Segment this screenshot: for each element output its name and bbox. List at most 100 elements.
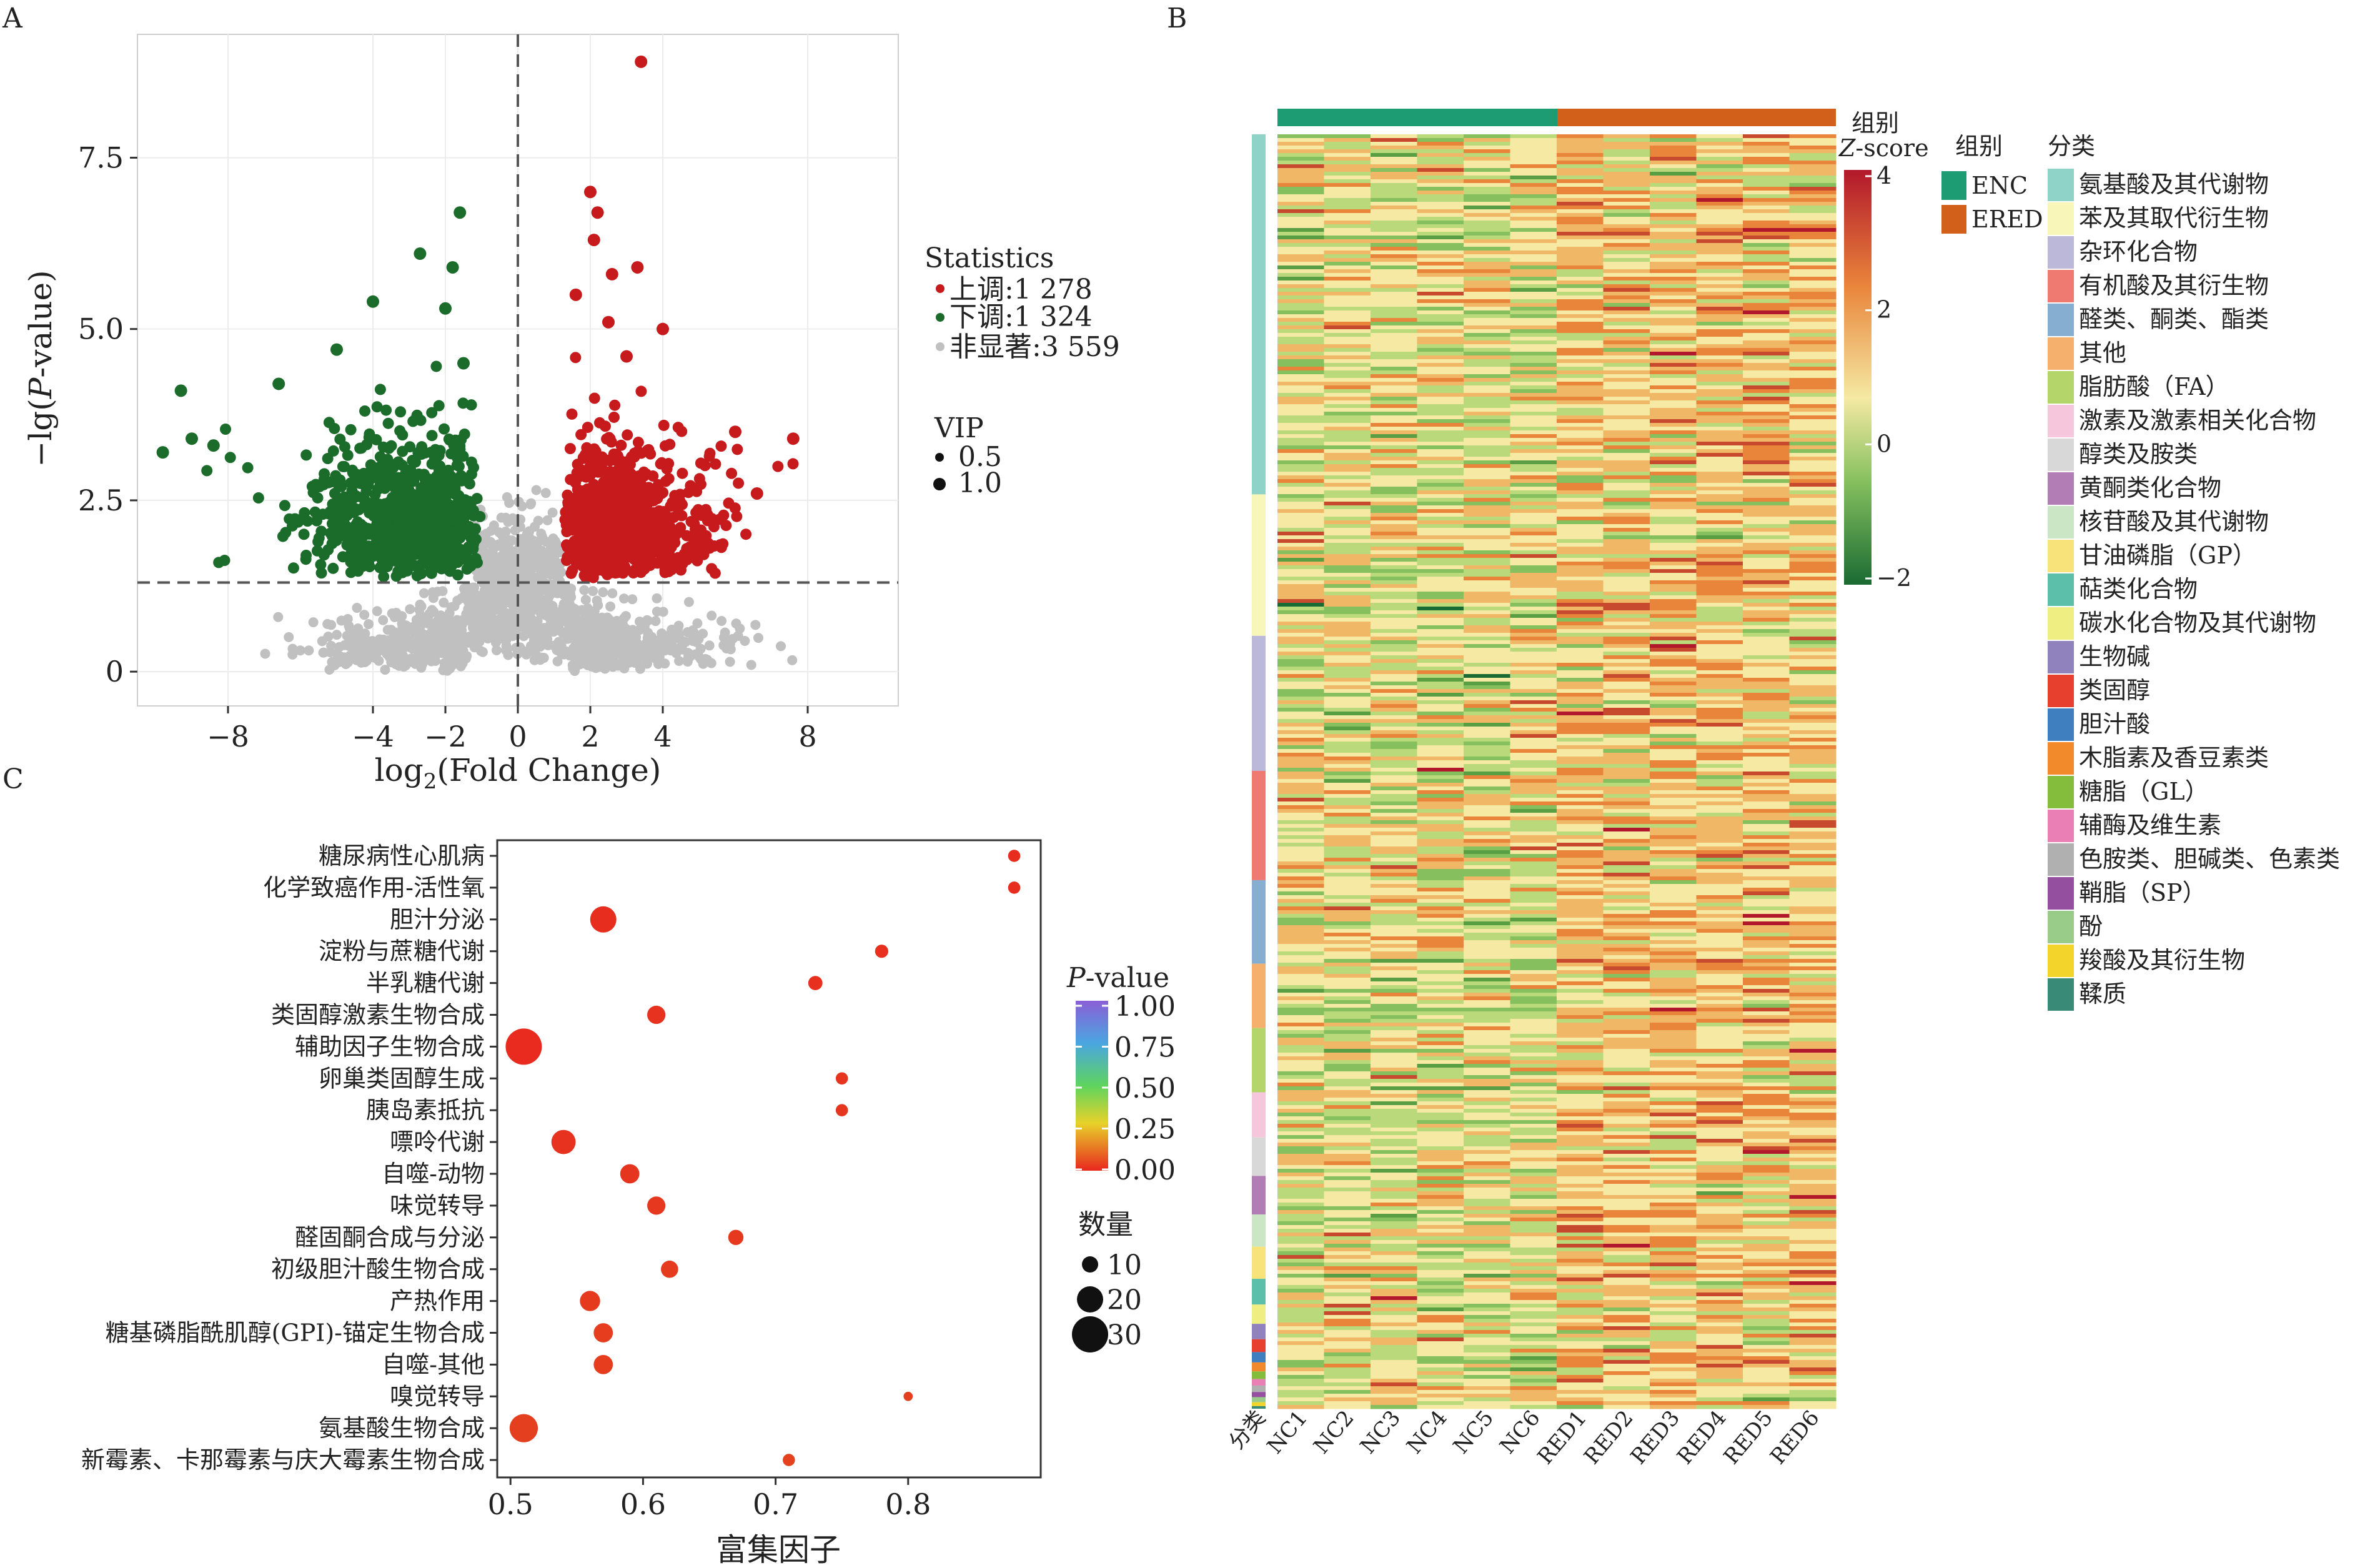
heatmap-cell [1510,232,1557,236]
heatmap-cell [1324,468,1371,472]
heatmap-cell [1464,442,1510,446]
heatmap-cell [1324,314,1371,319]
heatmap-cells [1277,134,1837,1409]
heatmap-cell [1417,498,1464,502]
heatmap-cell [1604,490,1650,495]
heatmap-cell [1277,404,1324,409]
heatmap-cell [1743,322,1790,326]
heatmap-cell [1604,547,1650,551]
heatmap-cell [1464,209,1510,214]
heatmap-cell [1277,434,1324,439]
nonsig-point [471,590,481,600]
heatmap-cell [1650,494,1697,499]
enrichment-plot-area [497,840,1041,1477]
nonsig-point [377,638,387,648]
nonsig-point [725,657,735,667]
heatmap-cell [1277,325,1324,330]
down-point [242,462,254,474]
heatmap-cell [1697,535,1743,540]
heatmap-cell [1697,460,1743,465]
heatmap-cell [1557,325,1604,330]
heatmap-cell [1417,236,1464,240]
heatmap-cell [1743,543,1790,547]
heatmap-cell [1371,198,1417,202]
heatmap-cell [1557,198,1604,202]
heatmap-cell [1650,284,1697,289]
heatmap-cell [1464,164,1510,169]
heatmap-cell [1697,408,1743,412]
category-strip-segment [1252,1279,1266,1304]
heatmap-cell [1510,487,1557,491]
heatmap-cell [1604,385,1650,390]
heatmap-cell [1324,464,1371,469]
heatmap-cell [1464,389,1510,394]
heatmap-cell [1650,228,1697,232]
heatmap-cell [1464,528,1510,532]
heatmap-cell [1650,258,1697,262]
heatmap-cell [1510,288,1557,292]
heatmap-cell [1371,213,1417,217]
heatmap-cell [1417,277,1464,281]
heatmap-cell [1277,202,1324,206]
heatmap-cell [1277,438,1324,442]
heatmap-cell [1743,307,1790,311]
heatmap-cell [1557,404,1604,409]
heatmap-cell [1697,280,1743,285]
nonsig-point [787,655,797,665]
panel-c-label: C [2,763,24,795]
heatmap-cell [1650,453,1697,457]
heatmap-cell [1464,187,1510,191]
heatmap-cell [1510,378,1557,382]
heatmap-cell [1324,198,1371,202]
heatmap-cell [1371,550,1417,555]
heatmap-cell [1277,299,1324,304]
heatmap-cell [1510,427,1557,431]
heatmap-cell [1697,295,1743,300]
heatmap-cell [1464,232,1510,236]
heatmap-cell [1417,198,1464,202]
heatmap-cell [1464,475,1510,480]
heatmap-cell [1324,138,1371,142]
heatmap-cell [1417,243,1464,247]
heatmap-cell [1464,217,1510,221]
category-strip-segment [1252,1324,1266,1339]
category-strip-segment [1252,1247,1266,1279]
heatmap-cell [1324,532,1371,536]
heatmap-cell [1650,558,1697,562]
heatmap-cell [1510,569,1557,573]
nonsig-point [533,548,543,558]
heatmap-cell [1371,438,1417,442]
heatmap-cell [1557,385,1604,390]
heatmap-cell [1790,565,1837,570]
pathway-label: 卵巢类固醇生成 [319,1064,485,1092]
pathway-dot [590,906,617,933]
heatmap-cell [1743,355,1790,360]
heatmap-cell [1557,577,1604,581]
heatmap-cell [1510,176,1557,180]
heatmap-cell [1743,251,1790,255]
heatmap-cell [1324,202,1371,206]
heatmap-cell [1604,247,1650,251]
heatmap-cell [1557,217,1604,221]
heatmap-cell [1790,535,1837,540]
heatmap-cell [1371,138,1417,142]
heatmap-cell [1743,318,1790,322]
heatmap-cell [1324,595,1371,600]
heatmap-cell [1743,483,1790,487]
heatmap-cell [1743,265,1790,270]
heatmap-cell [1650,592,1697,596]
heatmap-cell [1604,348,1650,352]
outlier-point [584,186,597,198]
heatmap-cell [1650,449,1697,454]
heatmap-cell [1557,269,1604,274]
heatmap-cell [1277,307,1324,311]
heatmap-cell [1277,385,1324,390]
heatmap-cell [1790,389,1837,394]
heatmap-cell [1790,299,1837,304]
nonsig-point [541,488,551,498]
heatmap-cell [1277,217,1324,221]
category-strip-segment [1252,1176,1266,1214]
nonsig-point [326,620,336,630]
heatmap-cell [1743,262,1790,266]
heatmap-cell [1417,146,1464,150]
